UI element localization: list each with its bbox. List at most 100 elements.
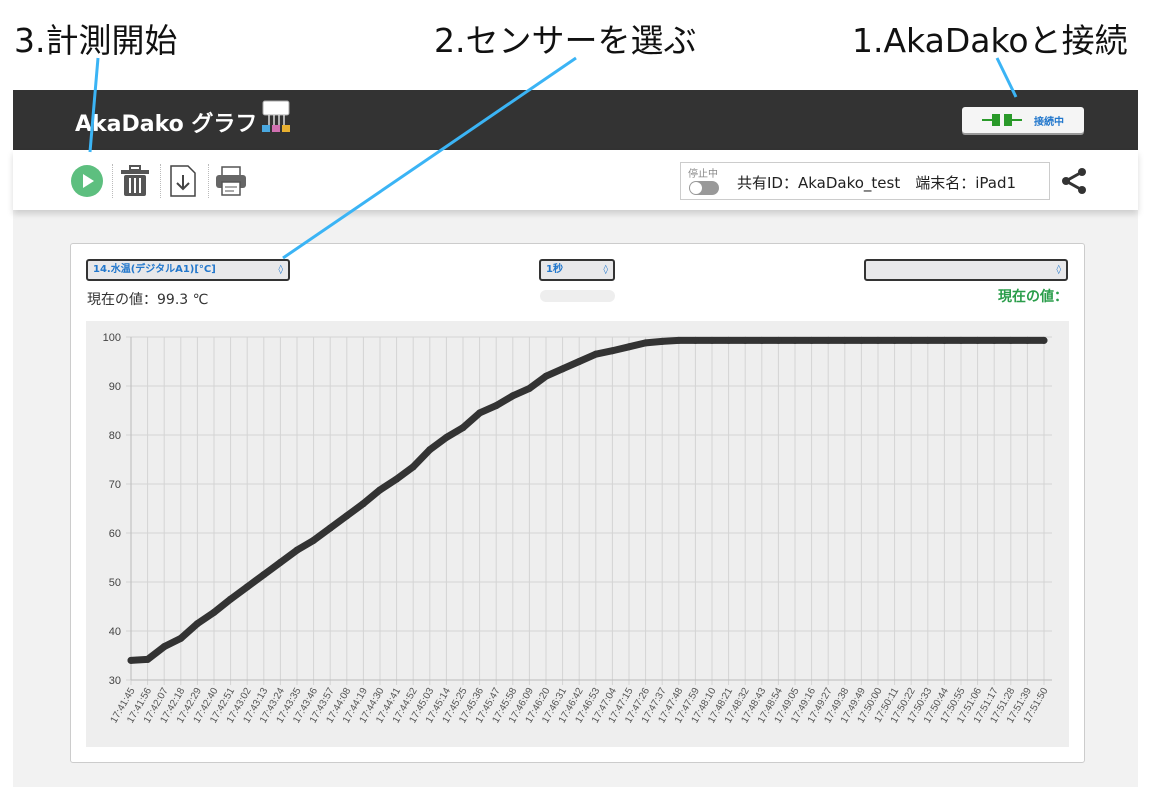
sensor2-select[interactable]: ◊ xyxy=(864,259,1068,281)
data-point xyxy=(160,643,168,651)
plug-icon xyxy=(982,114,1022,126)
data-point xyxy=(957,336,965,344)
y-tick-label: 30 xyxy=(109,675,121,687)
status-label: 停止中 xyxy=(688,169,718,180)
connect-label: 接続中 xyxy=(1034,116,1064,128)
data-point xyxy=(144,655,152,663)
chevron-updown-icon: ◊ xyxy=(278,265,283,275)
data-point xyxy=(376,486,384,494)
current-value: 現在の値：99.3 ℃ xyxy=(87,292,209,308)
interval-select-value: 1秒 xyxy=(546,264,563,275)
y-tick-label: 40 xyxy=(109,626,121,638)
data-point xyxy=(940,336,948,344)
data-point xyxy=(476,409,484,417)
app-title: AkaDako グラフ xyxy=(75,112,258,137)
data-point xyxy=(924,336,932,344)
data-point xyxy=(974,336,982,344)
data-point xyxy=(725,336,733,344)
share-button[interactable] xyxy=(1056,163,1092,199)
connect-button[interactable]: 接続中 xyxy=(962,107,1084,133)
annotation-step2: 2.センサーを選ぶ xyxy=(434,21,697,60)
data-point xyxy=(575,358,583,365)
data-point xyxy=(227,595,235,603)
data-point xyxy=(708,336,716,344)
data-point xyxy=(625,343,633,351)
data-point xyxy=(509,392,517,400)
trash-icon xyxy=(121,165,149,196)
data-point xyxy=(1040,336,1048,344)
app-header: AkaDako グラフ 接続中 xyxy=(13,90,1138,150)
data-point xyxy=(741,336,749,344)
data-point xyxy=(177,634,185,642)
share-toggle[interactable] xyxy=(689,181,719,195)
data-point xyxy=(592,350,600,358)
data-point xyxy=(658,337,666,345)
data-point xyxy=(260,571,268,579)
data-point xyxy=(343,512,351,520)
y-tick-label: 100 xyxy=(103,332,121,344)
data-point xyxy=(642,339,650,347)
annotation-step3: 3.計測開始 xyxy=(14,21,178,60)
data-point xyxy=(791,336,799,344)
print-icon xyxy=(216,166,246,196)
start-button[interactable] xyxy=(69,163,105,199)
chevron-updown-icon: ◊ xyxy=(1056,265,1061,275)
download-icon xyxy=(170,165,196,197)
data-point xyxy=(459,424,467,432)
data-point xyxy=(127,656,135,664)
y-tick-label: 80 xyxy=(109,430,121,442)
chevron-updown-icon: ◊ xyxy=(603,265,608,275)
y-tick-label: 50 xyxy=(109,577,121,589)
progress-placeholder xyxy=(540,290,615,302)
data-point xyxy=(691,336,699,344)
data-point xyxy=(276,558,284,566)
data-point xyxy=(824,336,832,344)
data-point xyxy=(774,336,782,344)
clear-button[interactable] xyxy=(117,163,153,199)
data-point xyxy=(990,336,998,344)
y-tick-label: 90 xyxy=(109,381,121,393)
data-point xyxy=(841,336,849,344)
annotation-step1: 1.AkaDakoと接続 xyxy=(852,21,1128,60)
data-point xyxy=(193,620,201,628)
data-point xyxy=(525,384,533,392)
data-point xyxy=(442,433,450,441)
data-point xyxy=(608,347,616,355)
data-point xyxy=(675,336,683,344)
toolbar: 停止中 共有ID：AkaDako_test 端末名：iPad1 xyxy=(13,150,1138,210)
data-point xyxy=(426,446,434,454)
data-point xyxy=(559,365,567,373)
plot-background xyxy=(86,321,1069,747)
data-point xyxy=(293,546,301,554)
sensor-select[interactable]: 14.水温(デジタルA1)[°C] ◊ xyxy=(86,259,290,281)
data-point xyxy=(891,336,899,344)
data-point xyxy=(393,475,401,483)
temperature-chart: 3040506070809010017:41:4517:41:5617:42:0… xyxy=(86,321,1069,747)
main-area: 14.水温(デジタルA1)[°C] ◊ 現在の値：99.3 ℃ 1秒 ◊ ◊ 現在の… xyxy=(13,210,1138,787)
interval-select[interactable]: 1秒 ◊ xyxy=(539,259,615,281)
share-icon xyxy=(1062,168,1086,194)
data-point xyxy=(359,500,367,508)
y-tick-label: 70 xyxy=(109,479,121,491)
data-point xyxy=(210,608,218,616)
data-point xyxy=(326,524,334,532)
sensor-select-value: 14.水温(デジタルA1)[°C] xyxy=(93,264,216,275)
print-button[interactable] xyxy=(213,163,249,199)
download-button[interactable] xyxy=(165,163,201,199)
current-value-2: 現在の値： xyxy=(998,289,1068,305)
data-point xyxy=(857,336,865,344)
play-icon xyxy=(71,165,103,197)
y-tick-label: 60 xyxy=(109,528,121,540)
data-point xyxy=(758,336,766,344)
data-point xyxy=(907,336,915,344)
data-point xyxy=(409,463,417,471)
logo-icon xyxy=(262,100,290,132)
data-point xyxy=(243,583,251,591)
graph-card: 14.水温(デジタルA1)[°C] ◊ 現在の値：99.3 ℃ 1秒 ◊ ◊ 現在の… xyxy=(70,243,1085,763)
data-point xyxy=(542,372,550,380)
data-point xyxy=(808,336,816,344)
share-status-box: 停止中 共有ID：AkaDako_test 端末名：iPad1 xyxy=(680,162,1050,200)
data-point xyxy=(1007,336,1015,344)
data-point xyxy=(1023,336,1031,344)
share-info: 共有ID：AkaDako_test 端末名：iPad1 xyxy=(737,174,1017,192)
